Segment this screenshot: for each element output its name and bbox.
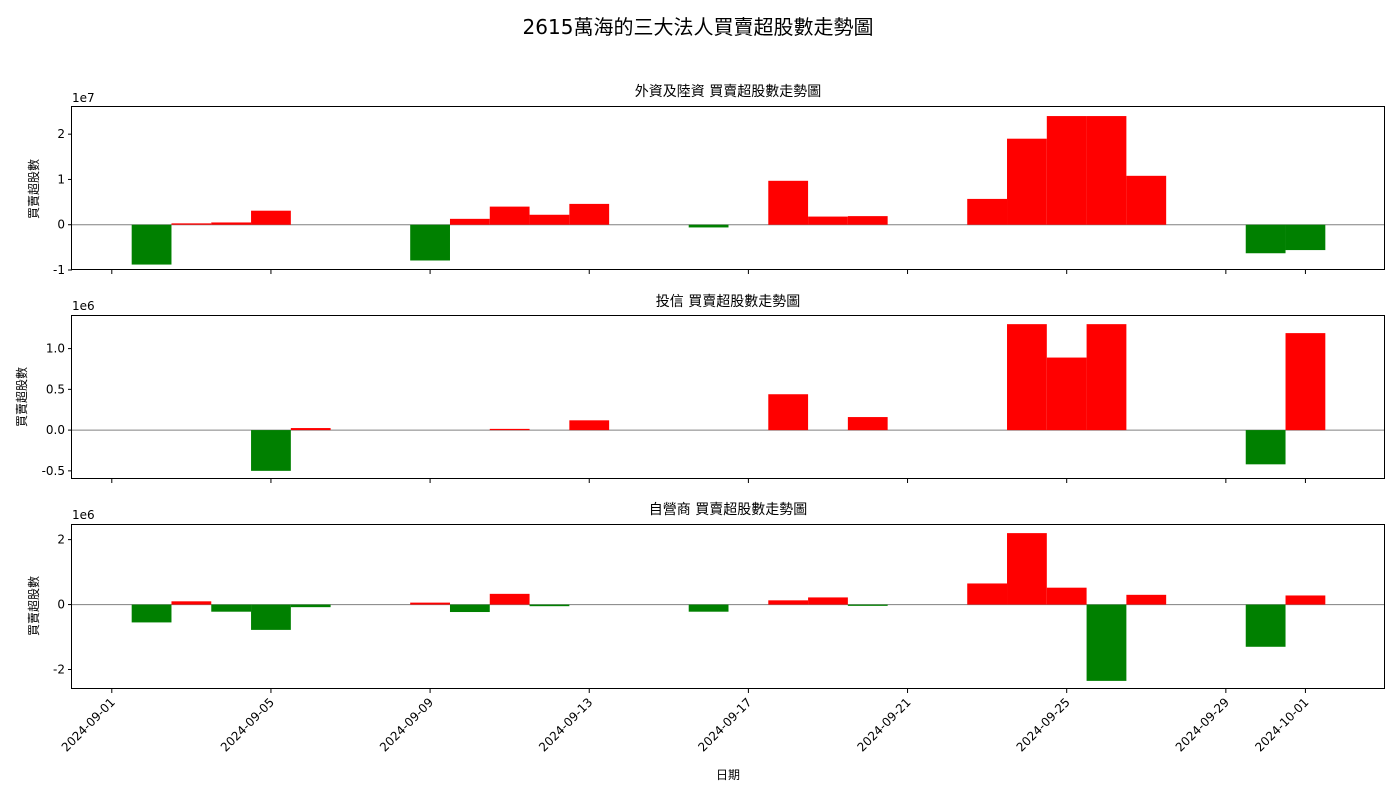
bar xyxy=(410,602,450,605)
y-offset-label: 1e6 xyxy=(72,299,95,313)
x-tick-label: 2024-10-01 xyxy=(1252,695,1311,754)
bar xyxy=(688,604,729,612)
y-tick-label: -0.5 xyxy=(42,464,65,478)
y-tick-label: 0.5 xyxy=(46,382,65,396)
x-tick-label: 2024-09-13 xyxy=(536,695,595,754)
bar xyxy=(808,216,848,225)
y-tick-label: 0 xyxy=(57,218,65,232)
bar xyxy=(1046,587,1087,605)
bar xyxy=(251,430,291,471)
figure-title: 2615萬海的三大法人買賣超股數走勢圖 xyxy=(523,15,874,39)
bar xyxy=(847,216,888,225)
bar xyxy=(251,604,291,630)
bar xyxy=(489,206,530,225)
bar xyxy=(569,203,610,225)
bars xyxy=(72,533,1385,681)
bar xyxy=(569,420,610,431)
y-ticks: -0.5 0.0 0.5 1.0 xyxy=(42,342,72,478)
y-offset-label: 1e6 xyxy=(72,508,95,522)
bar xyxy=(211,604,252,612)
bar xyxy=(1126,175,1167,225)
bar xyxy=(847,417,888,431)
bar xyxy=(1086,324,1127,431)
bar xyxy=(1046,116,1087,225)
bar xyxy=(251,210,291,225)
x-tick-label: 2024-09-09 xyxy=(377,695,436,754)
bar xyxy=(1007,533,1047,605)
panel-investment-trust: 投信 買賣超股數走勢圖 買賣超股數 1e6 -0.5 0.0 0.5 1.0 xyxy=(14,294,1385,483)
x-ticks xyxy=(111,270,1306,274)
x-tick-label: 2024-09-17 xyxy=(695,695,754,754)
bar xyxy=(1046,357,1087,431)
bar xyxy=(290,428,331,431)
bar xyxy=(967,583,1008,605)
bar xyxy=(1086,604,1127,681)
bar xyxy=(449,604,490,613)
y-tick-label: 2 xyxy=(57,127,65,141)
x-tick-label: 2024-09-25 xyxy=(1014,695,1073,754)
y-ticks: -1 0 1 2 xyxy=(53,127,72,277)
bar xyxy=(768,180,809,225)
bar xyxy=(1007,138,1047,225)
bar xyxy=(967,198,1008,225)
y-tick-label: 2 xyxy=(57,533,65,547)
panel-dealers: 自營商 買賣超股數走勢圖 買賣超股數 1e6 -202 2024-09-01 20… xyxy=(26,502,1385,754)
bar xyxy=(1285,224,1326,251)
y-axis-label: 買賣超股數 xyxy=(26,159,41,219)
bar xyxy=(1086,116,1127,225)
bar xyxy=(1285,333,1326,431)
bar xyxy=(171,223,212,225)
x-tick-label: 2024-09-29 xyxy=(1173,695,1232,754)
y-tick-label: -2 xyxy=(53,663,65,677)
bar xyxy=(211,222,252,225)
panel-title: 投信 買賣超股數走勢圖 xyxy=(656,294,800,310)
bar xyxy=(489,428,530,431)
bar xyxy=(847,604,888,606)
panel-title: 外資及陸資 買賣超股數走勢圖 xyxy=(635,84,821,100)
bar xyxy=(688,224,729,228)
y-tick-label: 1.0 xyxy=(46,342,65,356)
bar xyxy=(1245,604,1286,647)
bar xyxy=(449,218,490,225)
x-axis-label: 日期 xyxy=(716,768,740,782)
bar xyxy=(529,214,570,225)
y-axis-label: 買賣超股數 xyxy=(26,576,41,636)
y-tick-label: -1 xyxy=(53,263,65,277)
plot-frame xyxy=(71,315,1385,479)
x-tick-label: 2024-09-21 xyxy=(854,695,913,754)
x-ticks xyxy=(111,479,1306,483)
bar xyxy=(529,604,570,607)
x-tick-label: 2024-09-01 xyxy=(59,695,118,754)
y-ticks: -2 0 2 xyxy=(53,533,72,677)
y-tick-label: 0.0 xyxy=(46,423,65,437)
plot-frame xyxy=(71,524,1385,689)
bar xyxy=(489,593,530,605)
x-ticks: 2024-09-01 2024-09-05 2024-09-09 2024-09-13… xyxy=(59,689,1312,754)
panel-title: 自營商 買賣超股數走勢圖 xyxy=(649,502,807,518)
bar xyxy=(808,597,848,605)
bar xyxy=(131,604,172,623)
bar xyxy=(410,224,450,261)
y-offset-label: 1e7 xyxy=(72,91,95,105)
bar xyxy=(171,601,212,605)
bar xyxy=(290,604,331,608)
bar xyxy=(1245,430,1286,465)
bar xyxy=(768,394,809,431)
y-tick-label: 1 xyxy=(57,172,65,186)
bar xyxy=(768,600,809,605)
bars xyxy=(72,324,1385,471)
bar xyxy=(1126,594,1167,605)
bar xyxy=(131,224,172,265)
panel-foreign-investors: 外資及陸資 買賣超股數走勢圖 1e7 買賣超股數 -1 0 1 2 xyxy=(26,84,1385,277)
bar xyxy=(1007,324,1047,431)
x-tick-label: 2024-09-05 xyxy=(218,695,277,754)
y-tick-label: 0 xyxy=(57,598,65,612)
plot-frame xyxy=(71,106,1385,270)
bar xyxy=(1285,595,1326,605)
y-axis-label: 買賣超股數 xyxy=(14,367,29,427)
bar xyxy=(1245,224,1286,254)
bars xyxy=(72,116,1385,265)
